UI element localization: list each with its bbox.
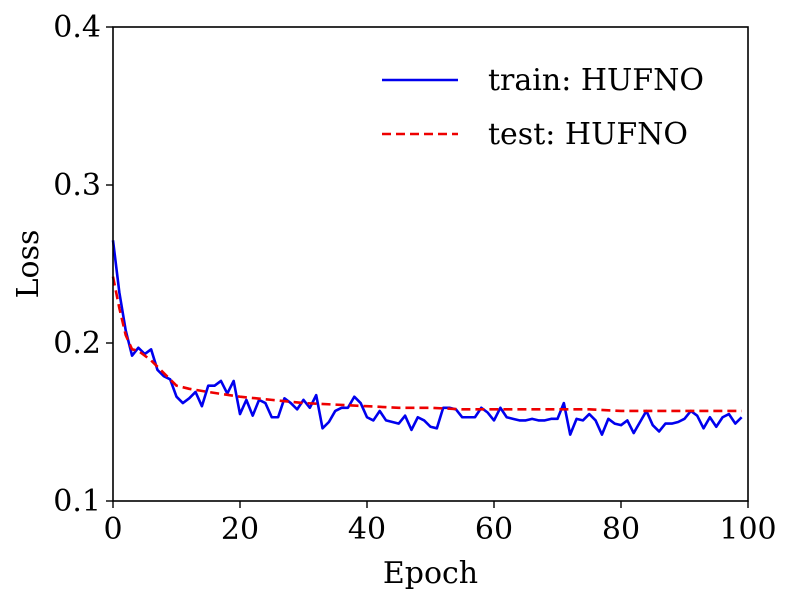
x-tick-label: 0 xyxy=(103,512,122,547)
y-tick-label: 0.4 xyxy=(53,10,101,45)
x-tick-label: 20 xyxy=(221,512,259,547)
x-axis-label: Epoch xyxy=(383,556,478,591)
x-tick-label: 60 xyxy=(475,512,513,547)
legend-label: test: HUFNO xyxy=(488,117,688,152)
y-tick-label: 0.3 xyxy=(53,168,101,203)
y-axis: 0.1 0.2 0.3 0.4 xyxy=(53,10,113,519)
legend-label: train: HUFNO xyxy=(488,63,704,98)
x-tick-label: 40 xyxy=(348,512,386,547)
plot-area xyxy=(111,240,743,436)
x-tick-label: 80 xyxy=(602,512,640,547)
y-tick-label: 0.1 xyxy=(53,484,101,519)
y-axis-label: Loss xyxy=(11,230,46,299)
y-tick-label: 0.2 xyxy=(53,326,101,361)
legend: train: HUFNO test: HUFNO xyxy=(382,63,704,152)
series-line-train xyxy=(111,240,743,436)
x-axis: 0 20 40 60 80 100 xyxy=(103,501,777,547)
axes-frame xyxy=(112,26,749,502)
x-tick-label: 100 xyxy=(719,512,776,547)
series-line-test xyxy=(111,276,742,413)
